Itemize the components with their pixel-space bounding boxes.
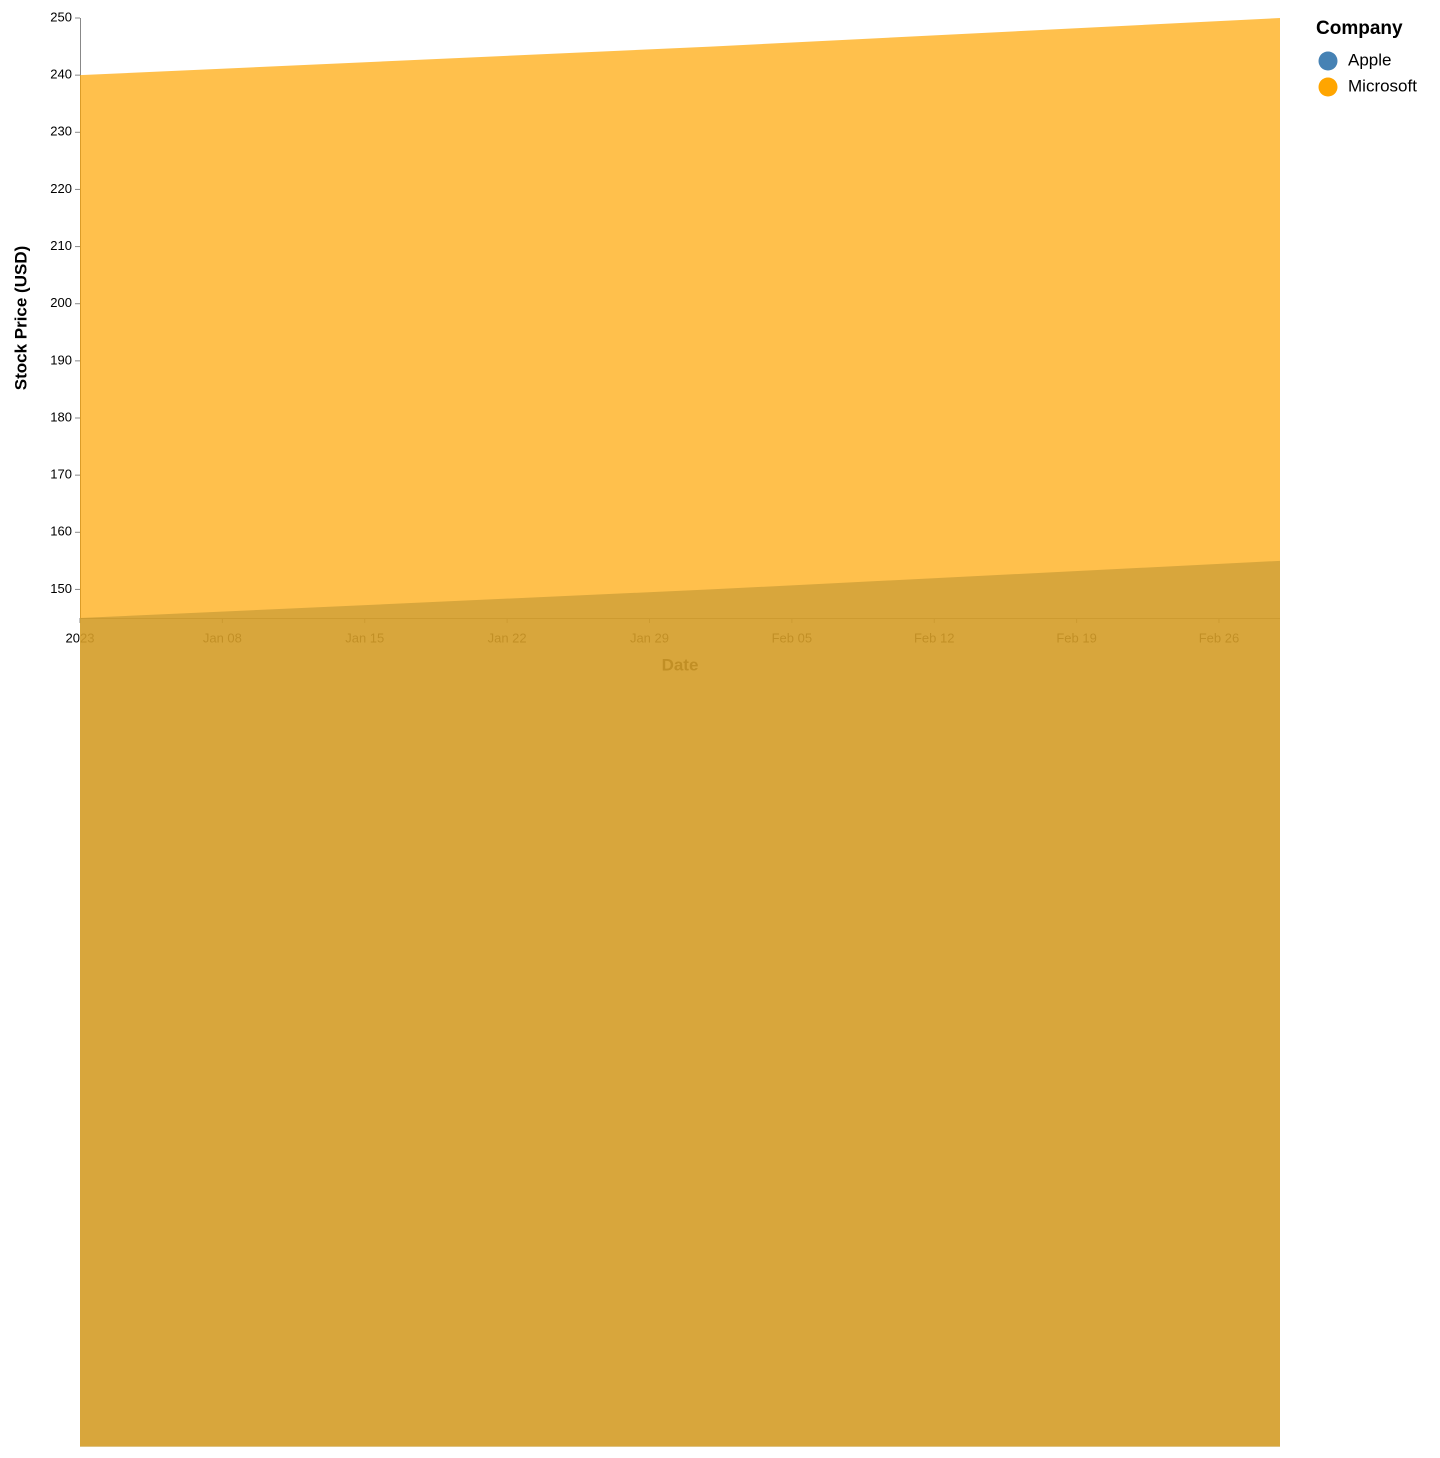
y-tick-label: 240	[50, 67, 72, 82]
legend-swatch	[1318, 51, 1338, 71]
y-tick-label: 160	[50, 524, 72, 539]
y-tick-label: 220	[50, 181, 72, 196]
y-tick-label: 250	[50, 9, 72, 24]
legend-swatch	[1318, 77, 1338, 97]
y-tick-label: 150	[50, 581, 72, 596]
legend-label: Microsoft	[1348, 76, 1417, 95]
legend-label: Apple	[1348, 50, 1391, 69]
y-tick-label: 170	[50, 467, 72, 482]
y-tick-label: 200	[50, 295, 72, 310]
y-axis-title: Stock Price (USD)	[11, 246, 30, 391]
y-tick-label: 210	[50, 238, 72, 253]
area	[80, 18, 1280, 1447]
y-tick-label: 190	[50, 352, 72, 367]
y-tick-label: 230	[50, 124, 72, 139]
legend-title: Company	[1316, 18, 1403, 39]
y-tick-label: 180	[50, 409, 72, 424]
